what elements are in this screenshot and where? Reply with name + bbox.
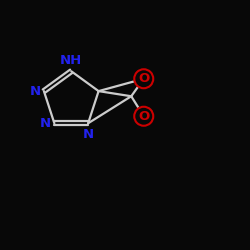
- Circle shape: [134, 69, 153, 88]
- Text: O: O: [138, 110, 149, 123]
- Text: O: O: [138, 72, 149, 85]
- Text: N: N: [83, 128, 94, 141]
- Text: N: N: [30, 84, 41, 98]
- Text: N: N: [40, 117, 51, 130]
- Text: NH: NH: [60, 54, 82, 67]
- Circle shape: [134, 107, 153, 126]
